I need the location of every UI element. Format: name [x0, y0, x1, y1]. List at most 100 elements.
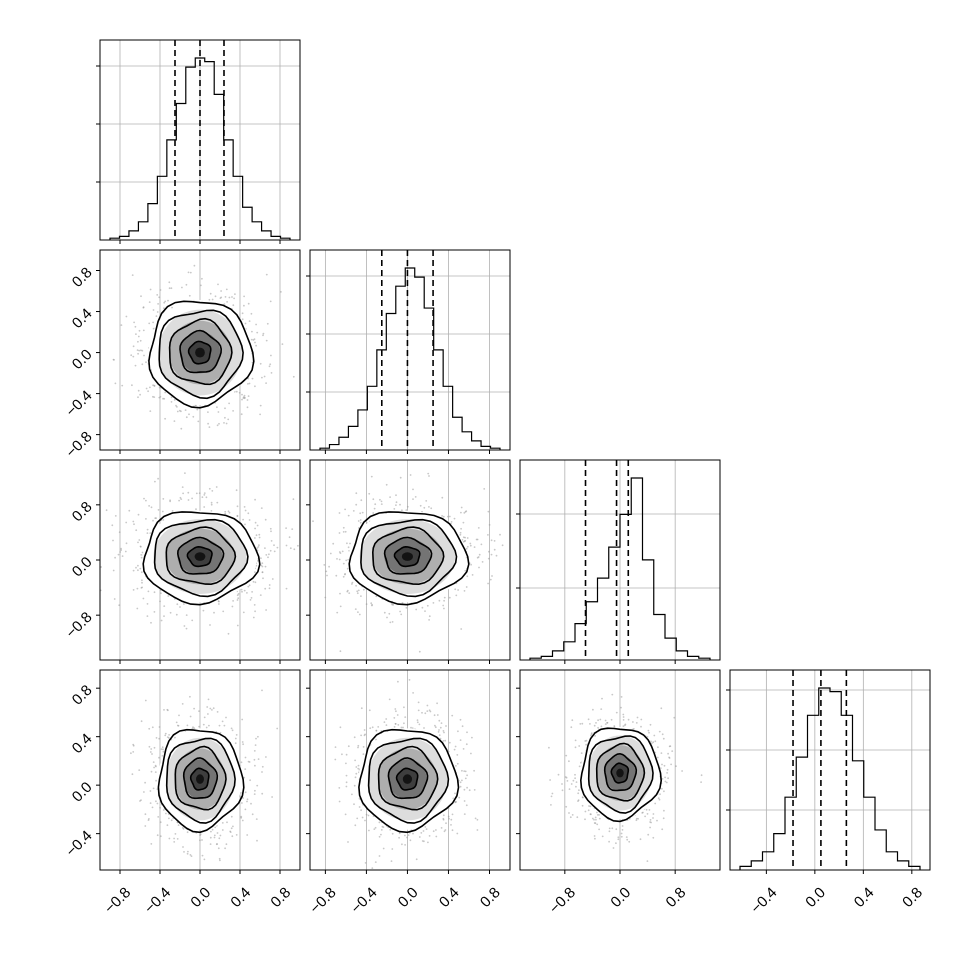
scatter-point — [256, 839, 258, 842]
scatter-point — [493, 548, 496, 551]
scatter-point — [241, 398, 243, 401]
scatter-point — [153, 591, 156, 594]
scatter-point — [363, 729, 366, 731]
contour-line — [358, 728, 460, 834]
scatter-point — [228, 511, 231, 514]
scatter-point — [362, 746, 365, 748]
scatter-point — [140, 554, 143, 556]
scatter-point — [228, 402, 231, 405]
scatter-point — [226, 301, 229, 303]
scatter-point — [166, 824, 169, 827]
scatter-point — [218, 603, 220, 605]
scatter-point — [152, 519, 154, 522]
scatter-point — [409, 839, 412, 842]
scatter-point — [464, 777, 467, 780]
scatter-point — [218, 422, 220, 425]
scatter-point — [225, 843, 228, 846]
scatter-point — [220, 290, 223, 292]
scatter-point — [469, 544, 472, 547]
scatter-point — [466, 731, 468, 734]
contour-line — [174, 745, 227, 811]
scatter-point — [403, 722, 405, 725]
scatter-point — [246, 834, 249, 836]
scatter-point — [140, 720, 143, 723]
scatter-point — [168, 734, 171, 736]
scatter-point — [264, 587, 267, 590]
scatter-point — [220, 296, 223, 299]
scatter-point — [346, 542, 348, 545]
contour-line — [186, 545, 213, 568]
scatter-point — [201, 854, 204, 857]
scatter-point — [175, 404, 177, 407]
scatter-point — [150, 506, 153, 509]
scatter-point — [185, 283, 188, 286]
scatter-point — [391, 832, 394, 835]
scatter-point — [346, 590, 349, 593]
scatter-point — [463, 540, 466, 543]
scatter-point — [146, 615, 149, 617]
scatter-point — [650, 740, 652, 743]
scatter-point — [394, 723, 397, 725]
scatter-point — [368, 709, 371, 712]
scatter-point — [240, 413, 243, 416]
scatter-point — [261, 565, 264, 568]
scatter-point — [170, 819, 173, 822]
scatter-point — [356, 817, 359, 820]
scatter-point — [179, 606, 181, 608]
scatter-point — [223, 422, 225, 424]
scatter-point — [203, 858, 206, 861]
scatter-point — [141, 551, 144, 554]
scatter-point — [164, 300, 167, 303]
scatter-point — [487, 510, 490, 513]
scatter-point — [406, 505, 409, 508]
scatter-point — [338, 512, 341, 514]
scatter-point — [332, 542, 335, 545]
scatter-point — [393, 726, 396, 728]
scatter-point — [243, 506, 246, 508]
scatter-point — [398, 832, 401, 835]
scatter-point — [460, 527, 462, 530]
scatter-point — [422, 830, 425, 832]
histogram-line — [319, 267, 501, 450]
scatter-point — [192, 726, 194, 729]
contour-line — [157, 728, 245, 834]
scatter-point — [186, 831, 189, 834]
scatter-point — [157, 477, 160, 480]
scatter-point — [365, 813, 368, 816]
scatter-point — [200, 284, 202, 287]
scatter-point — [270, 540, 273, 542]
scatter-point — [397, 680, 399, 683]
scatter-point — [218, 724, 221, 727]
scatter-point — [428, 615, 431, 618]
scatter-point — [166, 708, 169, 711]
scatter-point — [130, 354, 133, 357]
scatter-point — [229, 831, 232, 833]
scatter-point — [137, 564, 139, 567]
scatter-point — [432, 602, 435, 604]
scatter-point — [176, 838, 179, 840]
scatter-point — [254, 610, 256, 613]
scatter-point — [198, 725, 201, 728]
scatter-point — [443, 599, 445, 602]
joint-content — [334, 679, 479, 869]
scatter-point — [428, 475, 430, 477]
scatter-point — [207, 698, 210, 701]
scatter-point — [443, 731, 445, 734]
scatter-point — [412, 488, 414, 491]
scatter-point — [208, 298, 211, 301]
scatter-point — [238, 391, 241, 394]
scatter-point — [661, 828, 664, 831]
scatter-point — [460, 506, 463, 509]
scatter-point — [143, 354, 145, 357]
scatter-point — [179, 496, 182, 499]
scatter-point — [271, 578, 274, 580]
scatter-point — [156, 311, 159, 313]
scatter-point — [293, 548, 296, 551]
scatter-point — [120, 324, 123, 326]
scatter-point — [426, 704, 429, 707]
scatter-point — [255, 737, 257, 740]
scatter-point — [232, 304, 235, 307]
scatter-point — [236, 505, 239, 508]
scatter-point — [250, 312, 253, 315]
panel-frame — [309, 669, 511, 871]
